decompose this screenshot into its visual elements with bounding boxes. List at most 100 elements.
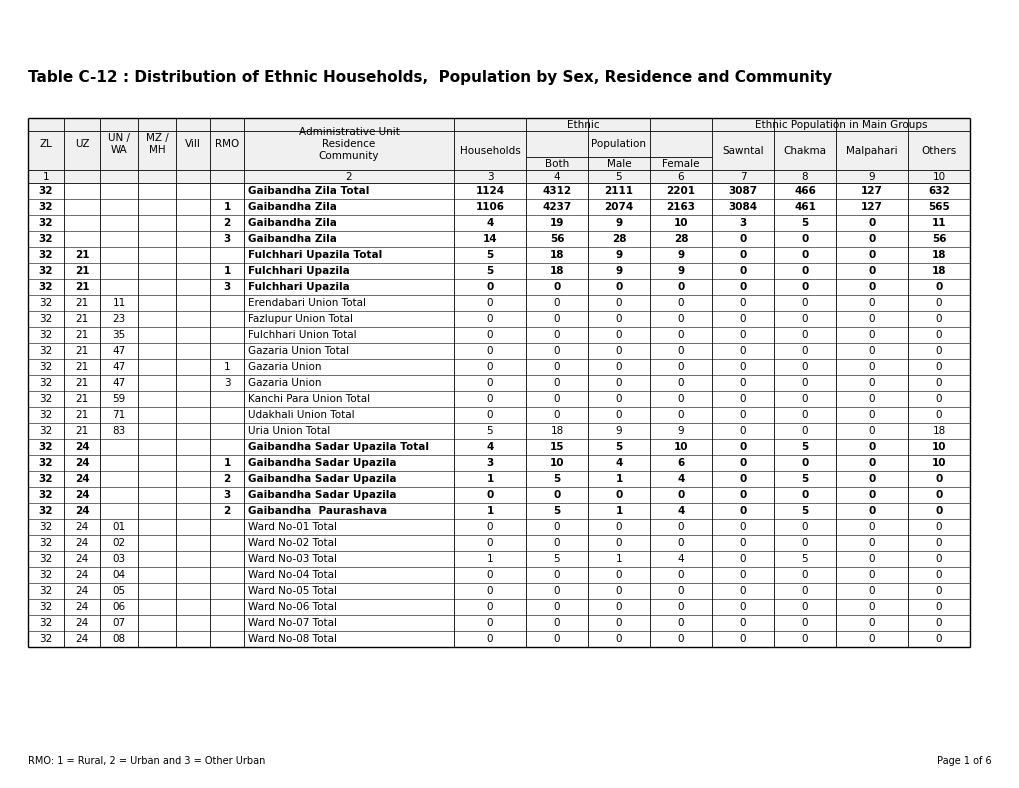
- Text: 05: 05: [112, 586, 125, 596]
- Text: 2: 2: [345, 172, 352, 181]
- Text: 0: 0: [868, 522, 874, 532]
- Text: 32: 32: [40, 522, 53, 532]
- Text: 0: 0: [868, 378, 874, 388]
- Text: 6: 6: [677, 458, 684, 468]
- Text: 0: 0: [868, 362, 874, 372]
- Text: 0: 0: [739, 346, 746, 356]
- Text: 1: 1: [43, 172, 49, 181]
- Text: Gaibandha Zila: Gaibandha Zila: [248, 234, 336, 244]
- Text: 18: 18: [550, 426, 564, 436]
- Text: 0: 0: [801, 538, 807, 548]
- Text: 0: 0: [868, 330, 874, 340]
- Text: Ward No-03 Total: Ward No-03 Total: [248, 554, 336, 564]
- Text: 18: 18: [549, 266, 564, 276]
- Text: 9: 9: [614, 266, 622, 276]
- Text: 0: 0: [739, 586, 746, 596]
- Text: Udakhali Union Total: Udakhali Union Total: [248, 410, 355, 420]
- Text: 0: 0: [867, 234, 874, 244]
- Text: 56: 56: [549, 234, 564, 244]
- Text: 0: 0: [868, 346, 874, 356]
- Text: Ward No-07 Total: Ward No-07 Total: [248, 618, 336, 628]
- Text: 0: 0: [615, 394, 622, 404]
- Text: 9: 9: [615, 426, 622, 436]
- Text: 0: 0: [553, 298, 559, 308]
- Text: 32: 32: [39, 458, 53, 468]
- Text: 0: 0: [801, 250, 808, 260]
- Text: 0: 0: [868, 314, 874, 324]
- Text: 0: 0: [801, 234, 808, 244]
- Text: 32: 32: [39, 474, 53, 484]
- Text: Ethnic: Ethnic: [567, 120, 599, 129]
- Text: 3: 3: [739, 218, 746, 228]
- Text: 0: 0: [739, 266, 746, 276]
- Text: 0: 0: [677, 282, 684, 292]
- Text: 0: 0: [739, 522, 746, 532]
- Text: 4: 4: [486, 218, 493, 228]
- Text: 2111: 2111: [604, 186, 633, 196]
- Text: 0: 0: [677, 378, 684, 388]
- Text: 0: 0: [553, 538, 559, 548]
- Text: 9: 9: [677, 250, 684, 260]
- Text: 14: 14: [482, 234, 497, 244]
- Text: 18: 18: [930, 266, 946, 276]
- Text: 0: 0: [739, 490, 746, 500]
- Text: 32: 32: [40, 634, 53, 644]
- Text: ZL: ZL: [40, 139, 52, 149]
- Text: 5: 5: [486, 426, 493, 436]
- Text: 1: 1: [486, 554, 493, 564]
- Bar: [28, 183, 969, 647]
- Text: RMO: RMO: [215, 139, 238, 149]
- Text: 0: 0: [677, 634, 684, 644]
- Text: 3084: 3084: [728, 202, 757, 212]
- Text: 0: 0: [801, 570, 807, 580]
- Text: RMO: 1 = Rural, 2 = Urban and 3 = Other Urban: RMO: 1 = Rural, 2 = Urban and 3 = Other …: [28, 756, 265, 766]
- Text: 0: 0: [934, 602, 942, 612]
- Text: 02: 02: [112, 538, 125, 548]
- Text: 0: 0: [553, 410, 559, 420]
- Text: 0: 0: [486, 570, 493, 580]
- Text: Erendabari Union Total: Erendabari Union Total: [248, 298, 366, 308]
- Text: 0: 0: [553, 346, 559, 356]
- Text: 0: 0: [867, 458, 874, 468]
- Text: 0: 0: [553, 314, 559, 324]
- Text: 127: 127: [860, 186, 882, 196]
- Text: 0: 0: [615, 314, 622, 324]
- Text: MZ /
MH: MZ / MH: [146, 133, 168, 154]
- Text: 0: 0: [934, 346, 942, 356]
- Text: 0: 0: [739, 474, 746, 484]
- Text: 24: 24: [75, 634, 89, 644]
- Text: Gazaria Union: Gazaria Union: [248, 378, 321, 388]
- Text: 1: 1: [615, 554, 622, 564]
- Text: 28: 28: [674, 234, 688, 244]
- Text: 4: 4: [553, 172, 559, 181]
- Text: 0: 0: [677, 538, 684, 548]
- Text: Both: Both: [544, 158, 569, 169]
- Text: 2: 2: [223, 506, 230, 516]
- Text: 0: 0: [486, 618, 493, 628]
- Text: 0: 0: [801, 634, 807, 644]
- Text: 0: 0: [615, 538, 622, 548]
- Text: 0: 0: [486, 410, 493, 420]
- Text: 0: 0: [801, 458, 808, 468]
- Text: Kanchi Para Union Total: Kanchi Para Union Total: [248, 394, 370, 404]
- Text: 0: 0: [553, 490, 560, 500]
- Text: 0: 0: [868, 538, 874, 548]
- Text: 32: 32: [40, 298, 53, 308]
- Text: 56: 56: [930, 234, 946, 244]
- Text: 21: 21: [75, 426, 89, 436]
- Text: 0: 0: [677, 522, 684, 532]
- Text: 21: 21: [75, 346, 89, 356]
- Text: 0: 0: [934, 618, 942, 628]
- Text: 0: 0: [615, 522, 622, 532]
- Text: 0: 0: [615, 570, 622, 580]
- Text: 32: 32: [39, 490, 53, 500]
- Text: Gazaria Union Total: Gazaria Union Total: [248, 346, 348, 356]
- Text: 24: 24: [75, 538, 89, 548]
- Text: 0: 0: [739, 506, 746, 516]
- Text: 0: 0: [934, 394, 942, 404]
- Text: 0: 0: [934, 538, 942, 548]
- Text: 9: 9: [868, 172, 874, 181]
- Text: Male: Male: [606, 158, 631, 169]
- Text: 0: 0: [615, 330, 622, 340]
- Text: 5: 5: [801, 442, 808, 452]
